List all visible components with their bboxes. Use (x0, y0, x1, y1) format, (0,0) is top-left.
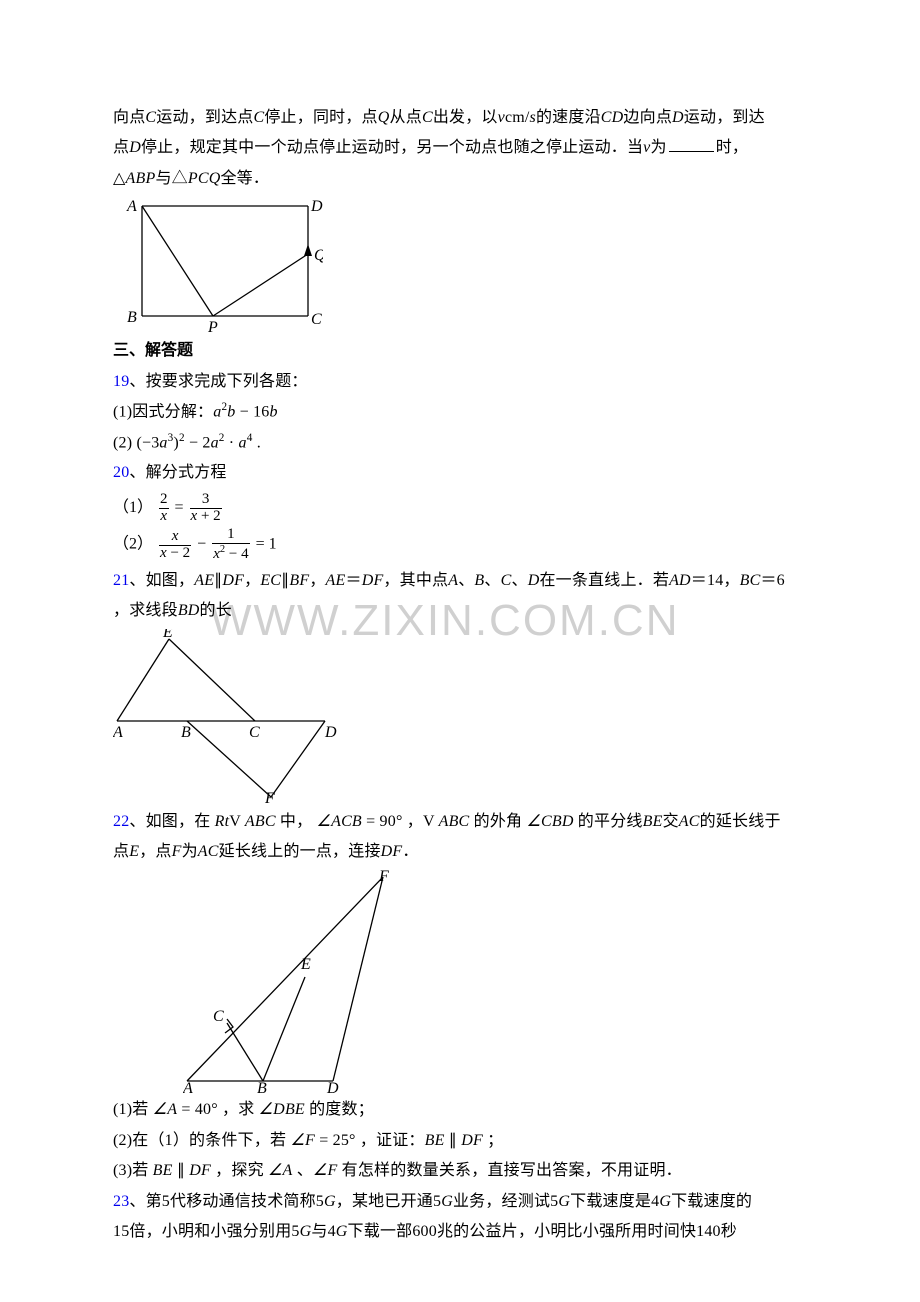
q21-line2: ，求线段BD的长 (113, 596, 807, 626)
svg-text:D: D (326, 1080, 339, 1093)
svg-text:B: B (257, 1080, 267, 1093)
q22-line1: 22、如图，在 RtV ABC 中， ∠ACB = 90° ，V ABC 的外角… (113, 807, 807, 837)
qnum-22: 22 (113, 813, 129, 830)
q20-eq2: （2） xx − 2 − 1x2 − 4 = 1 (113, 527, 807, 563)
svg-text:D: D (324, 724, 337, 741)
svg-text:A: A (183, 1080, 193, 1093)
figure-21: E A B C D F (113, 629, 807, 805)
q22-line2: 点E，点F为AC延长线上的一点，连接DF． (113, 837, 807, 867)
q20-stem: 20、解分式方程 (113, 458, 807, 488)
figure-18: A B P C Q D (113, 196, 807, 334)
q23-line2: 15倍，小明和小强分别用5G与4G下载一部600兆的公益片，小明比小强所用时间快… (113, 1217, 807, 1247)
svg-text:C: C (213, 1008, 224, 1025)
svg-text:F: F (378, 869, 389, 885)
q22-p2: (2)在（1）的条件下，若 ∠F = 25° ，证证：BE ∥ DF ； (113, 1126, 807, 1156)
svg-text:F: F (264, 790, 275, 805)
q19-stem: 19、按要求完成下列各题： (113, 367, 807, 397)
svg-text:B: B (181, 724, 191, 741)
section-header: 三、解答题 (113, 336, 807, 366)
q23-line1: 23、第5代移动通信技术简称5G，某地已开通5G业务，经测试5G下载速度是4G下… (113, 1187, 807, 1217)
svg-text:E: E (300, 956, 311, 973)
q19-part2: (2) (−3a3)2 − 2a2 · a4 . (113, 428, 807, 459)
svg-text:A: A (113, 724, 123, 741)
svg-text:B: B (127, 309, 137, 326)
svg-text:A: A (126, 198, 137, 215)
q20-eq1: （1） 2x = 3x + 2 (113, 492, 807, 525)
svg-text:Q: Q (314, 247, 323, 264)
pre-line-1: 向点C运动，到达点C停止，同时，点Q从点C出发，以vcm/s的速度沿CD边向点D… (113, 103, 807, 133)
blank-v (669, 134, 714, 153)
qnum-23: 23 (113, 1193, 129, 1210)
svg-text:E: E (162, 629, 173, 641)
qnum-20: 20 (113, 464, 129, 481)
svg-text:P: P (207, 319, 218, 334)
qnum-19: 19 (113, 373, 129, 390)
svg-text:D: D (310, 198, 323, 215)
page-root: WWW.ZIXIN.COM.CN 向点C运动，到达点C停止，同时，点Q从点C出发… (0, 0, 920, 1302)
q21-line1: 21、如图，AE∥DF，EC∥BF，AE＝DF，其中点A、B、C、D在一条直线上… (113, 566, 807, 596)
q22-p1: (1)若 ∠A = 40° ，求 ∠DBE 的度数； (113, 1095, 807, 1125)
svg-text:C: C (311, 311, 322, 328)
svg-text:C: C (249, 724, 260, 741)
pre-line-2: 点D停止，规定其中一个动点停止运动时，另一个动点也随之停止运动．当v为时， (113, 133, 807, 163)
qnum-21: 21 (113, 572, 129, 589)
q19-part1: (1)因式分解：a2b − 16b (113, 397, 807, 428)
q22-p3: (3)若 BE ∥ DF ，探究 ∠A 、∠F 有怎样的数量关系，直接写出答案，… (113, 1156, 807, 1186)
pre-line-3: △ABP与△PCQ全等． (113, 164, 807, 194)
figure-22: A B D C E F (113, 869, 807, 1093)
